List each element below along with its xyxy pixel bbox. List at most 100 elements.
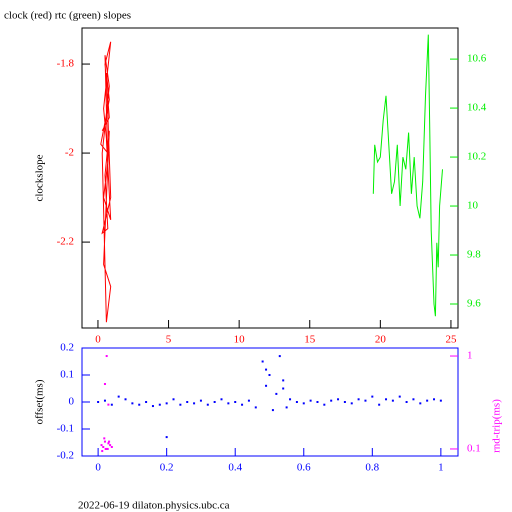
point [199,399,202,402]
point [371,395,374,398]
point [282,387,285,390]
point [103,383,106,386]
point [138,403,141,406]
series-line [372,34,443,317]
y2-tick-label: 10.4 [467,102,487,114]
point [105,355,108,358]
point [285,406,288,409]
point [398,395,401,398]
point [275,392,278,395]
point [102,445,105,448]
y2-tick-label: 10.6 [467,53,487,65]
point [165,402,168,405]
point [101,450,104,453]
point [206,403,209,406]
point [385,398,388,401]
point [117,395,120,398]
y-tick-label: -2 [65,147,74,159]
point [323,403,326,406]
point [103,440,106,443]
point [106,447,109,450]
x-tick-label: 0.4 [228,462,242,474]
point [357,398,360,401]
y-tick-label: -0.2 [57,450,74,462]
point [151,405,154,408]
point [193,402,196,405]
y2-tick-label: 10 [467,200,479,212]
point [282,379,285,382]
x-tick-label: 0 [95,462,101,474]
point [234,401,237,403]
x-tick-label: 0.8 [365,462,379,474]
y2-tick-label: 0.1 [467,442,481,454]
point [131,402,134,405]
point [337,398,340,401]
point [104,447,107,450]
point [254,406,257,409]
y-tick-label: -1.8 [57,58,75,70]
point [271,409,274,412]
y2-tick-label: 10.2 [467,151,486,163]
y2-tick-label: 1 [467,350,473,362]
point [289,398,292,401]
point [278,355,281,358]
point [309,399,312,402]
y-tick-label: 0.2 [60,342,74,354]
point [107,403,110,406]
point [172,398,175,401]
y-tick-label: 0 [69,396,75,408]
point [186,401,189,403]
point [213,401,216,403]
point [108,440,111,443]
footer: 2022-06-19 dilaton.physics.ubc.ca [78,500,230,512]
point [103,437,106,440]
point [350,402,353,405]
chart-title: clock (red) rtc (green) slopes [4,10,131,22]
point [391,399,394,402]
point [261,360,264,363]
x-tick-label: 0.2 [160,462,174,474]
point [433,398,436,401]
x-tick-label: 0 [95,334,101,346]
y-tick-label: -2.2 [57,236,74,248]
point [220,398,223,401]
x-tick-label: 1 [438,462,444,474]
point [110,403,113,406]
point [107,442,110,445]
y-tick-label: -0.1 [57,423,74,435]
point [97,401,100,403]
point [439,399,442,402]
point [405,401,408,403]
x-tick-label: 20 [375,334,387,346]
point [302,402,305,405]
point [378,403,381,406]
plot-frame [81,27,459,329]
y2-axis-label: rnd-trip(ms) [491,399,503,453]
point [343,401,346,403]
y-tick-label: 0.1 [60,369,74,381]
point [265,368,268,371]
point [419,402,422,405]
plot-frame [81,347,459,457]
point [145,401,148,403]
point [158,403,161,406]
y2-tick-label: 9.8 [467,249,481,261]
point [227,402,230,405]
x-tick-label: 5 [166,334,172,346]
point [124,398,127,401]
point [295,401,298,403]
x-tick-label: 0.6 [297,462,311,474]
point [412,398,415,401]
y-axis-label: offset(ms) [34,379,46,424]
x-tick-label: 25 [445,334,457,346]
point [330,399,333,402]
point [179,403,182,406]
point [109,444,112,447]
point [100,444,103,447]
x-tick-label: 15 [304,334,316,346]
point [165,436,168,439]
point [268,374,271,376]
point [316,401,319,403]
